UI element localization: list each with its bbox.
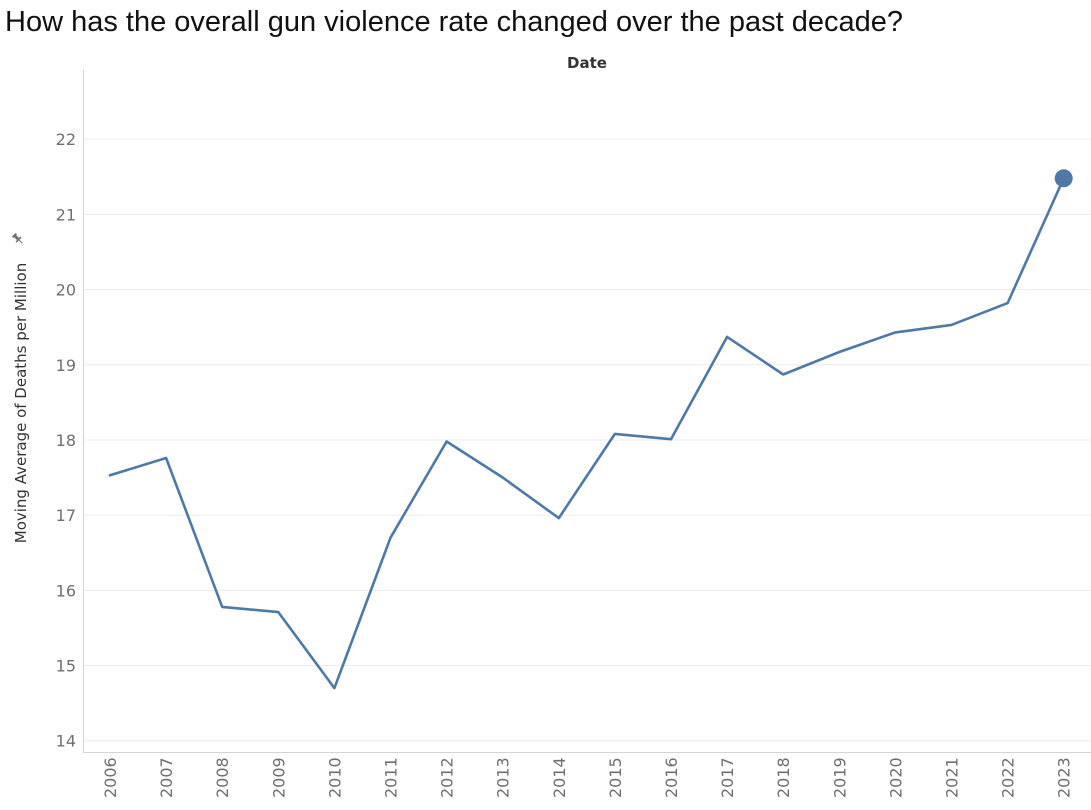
page-title: How has the overall gun violence rate ch… [5, 6, 903, 38]
y-tick-label: 15 [56, 657, 76, 676]
x-tick-label: 2017 [718, 757, 737, 798]
x-tick-label: 2013 [494, 757, 513, 798]
y-tick-label: 18 [56, 431, 76, 450]
x-tick-label: 2022 [999, 757, 1018, 798]
data-point [445, 439, 449, 443]
data-point [613, 432, 617, 436]
data-point [276, 610, 280, 614]
y-tick-label: 22 [56, 130, 76, 149]
pin-icon[interactable] [11, 232, 25, 246]
x-tick-label: 2023 [1055, 757, 1074, 798]
x-tick-label: 2007 [157, 757, 176, 798]
y-tick-label: 17 [56, 506, 76, 525]
x-tick-label: 2016 [662, 757, 681, 798]
y-tick-label: 14 [56, 732, 76, 751]
data-point [1006, 301, 1010, 305]
data-point [389, 536, 393, 540]
x-tick-label: 2019 [830, 757, 849, 798]
data-point [950, 323, 954, 327]
x-tick-label: 2011 [382, 757, 401, 798]
data-point [501, 476, 505, 480]
x-tick-label: 2020 [886, 757, 905, 798]
y-tick-label: 20 [56, 281, 76, 300]
x-tick-label: 2014 [550, 757, 569, 798]
x-tick-label: 2006 [101, 757, 120, 798]
series-line [108, 177, 1065, 690]
x-tick-label: 2018 [774, 757, 793, 798]
data-point [893, 330, 897, 334]
data-point [837, 350, 841, 354]
x-tick-label: 2008 [213, 757, 232, 798]
highlighted-point [1054, 169, 1073, 188]
y-tick-label: 21 [56, 205, 76, 224]
x-tick-label: 2021 [943, 757, 962, 798]
data-point [725, 335, 729, 339]
x-tick-label: 2012 [438, 757, 457, 798]
data-point [108, 473, 112, 477]
x-axis-title: Date [567, 54, 607, 72]
y-tick-label: 16 [56, 581, 76, 600]
data-point [332, 686, 336, 690]
x-tick-label: 2009 [269, 757, 288, 798]
data-point [557, 516, 561, 520]
data-point [781, 373, 785, 377]
y-tick-label: 19 [56, 356, 76, 375]
data-point [164, 456, 168, 460]
x-tick-label: 2010 [325, 757, 344, 798]
data-point [669, 437, 673, 441]
data-point [220, 605, 224, 609]
x-tick-label: 2015 [606, 757, 625, 798]
